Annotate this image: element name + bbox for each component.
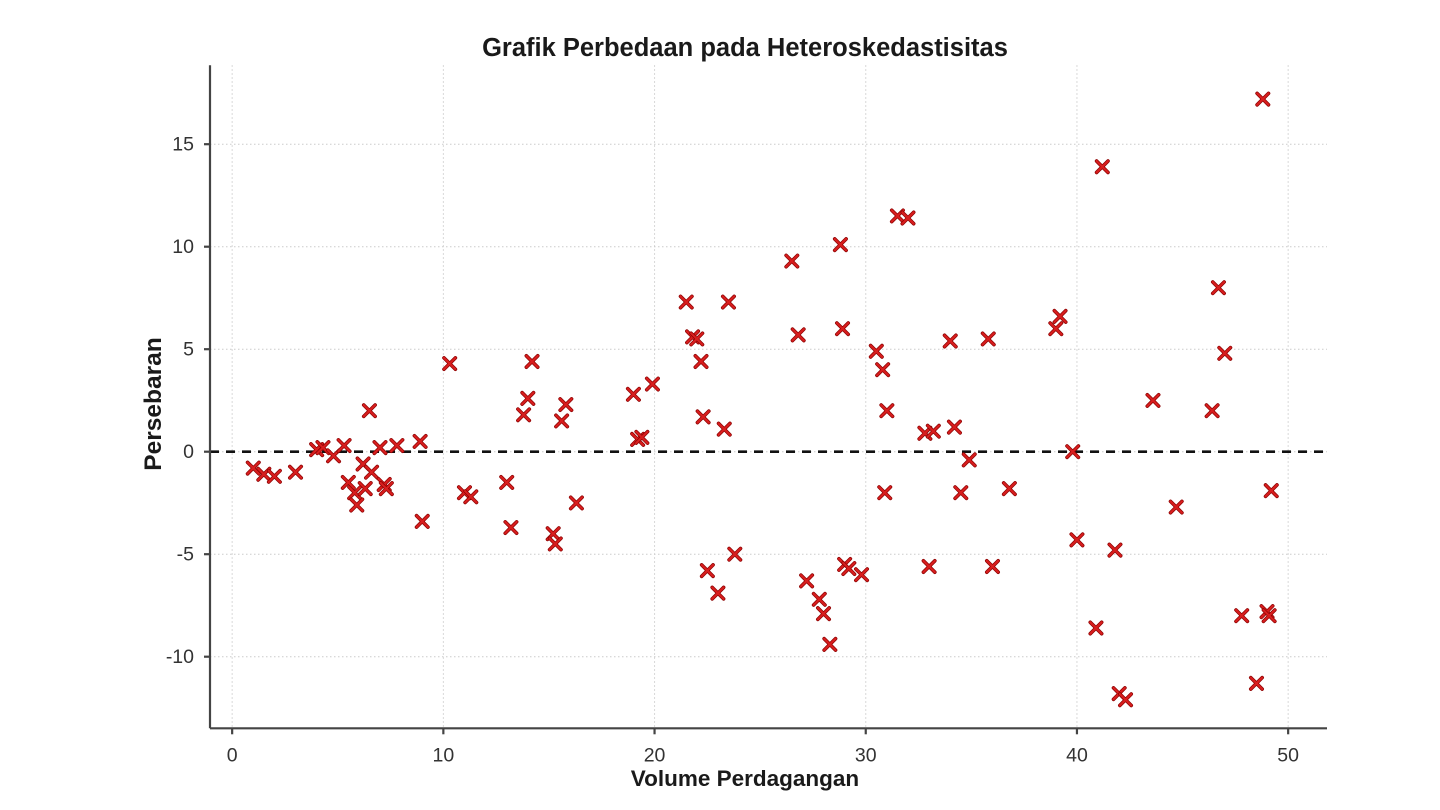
svg-text:10: 10	[432, 744, 454, 766]
svg-text:10: 10	[172, 236, 194, 258]
svg-text:-5: -5	[177, 544, 194, 566]
svg-text:15: 15	[172, 134, 194, 156]
svg-text:0: 0	[227, 744, 238, 766]
svg-text:40: 40	[1066, 744, 1088, 766]
svg-text:20: 20	[644, 744, 666, 766]
svg-text:50: 50	[1277, 744, 1299, 766]
svg-text:5: 5	[183, 339, 194, 361]
svg-text:30: 30	[855, 744, 877, 766]
svg-text:-10: -10	[166, 646, 194, 668]
svg-text:0: 0	[183, 441, 194, 463]
